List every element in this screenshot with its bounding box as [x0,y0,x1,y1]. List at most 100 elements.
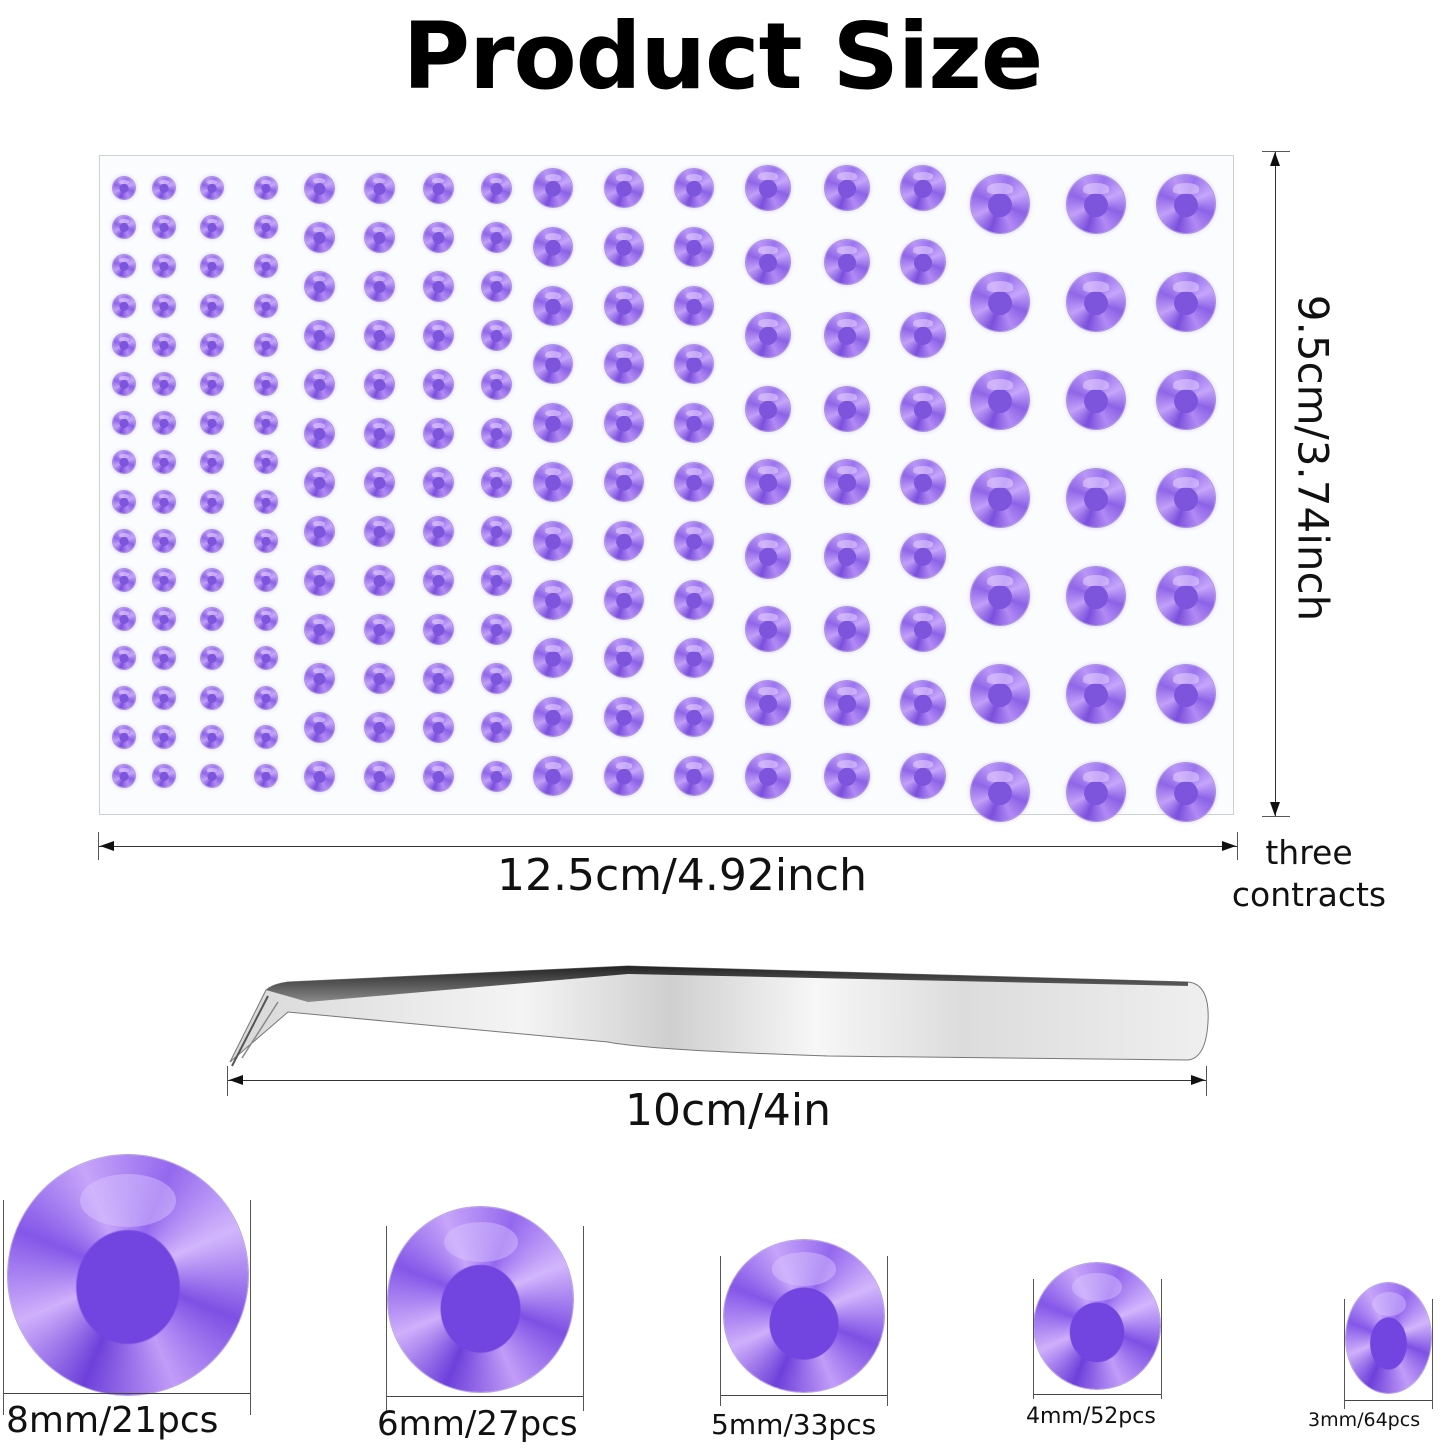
gem-4mm-icon [304,320,334,350]
gem-3mm-icon [201,569,223,591]
dim-line [1345,1400,1432,1401]
dim-tick [720,1256,721,1406]
gem-5mm-icon [534,463,572,501]
gem-5mm-icon [724,1240,884,1392]
gem-3mm-icon [113,765,135,787]
gem-5mm-icon [675,169,713,207]
gem-3mm-icon [201,490,223,513]
gem-3mm-icon [113,216,135,239]
gem-3mm-icon [201,177,223,199]
gem-4mm-icon [481,271,511,301]
gem-6mm-icon [825,680,869,725]
gem-4mm-icon [423,418,453,448]
gem-5mm-icon [675,404,713,443]
gem-3mm-icon [255,765,277,787]
gem-3mm-icon [255,647,277,670]
gem-3mm-icon [255,686,277,709]
gem-4mm-icon [364,320,394,350]
gem-5mm-icon [675,757,713,795]
gem-5mm-icon [675,463,713,501]
dim-tick [1161,1279,1162,1399]
gem-3mm-icon [153,569,175,591]
gem-4mm-icon [364,761,394,791]
gem-3mm-icon [153,255,175,278]
gem-4mm-icon [481,320,511,350]
gem-8mm-icon [971,567,1029,625]
gem-3mm-icon [201,451,223,474]
gem-8mm-icon [971,175,1029,233]
dim-line [4,1393,250,1394]
gem-3mm-icon [255,333,277,356]
gem-3mm-icon [113,412,135,435]
gem-4mm-icon [364,614,394,644]
gem-5mm-icon [605,639,643,678]
gem-4mm-icon [481,418,511,448]
arrow-left-icon [229,1075,243,1085]
gem-3mm-icon [201,725,223,748]
width-dim-right-tick [1237,832,1238,860]
gem-5mm-icon [605,580,643,619]
gem-8mm-icon [1067,665,1125,723]
gem-8mm-icon [971,273,1029,331]
gem-6mm-icon [901,386,945,431]
gem-5mm-icon [534,521,572,560]
gem-5mm-icon [605,169,643,207]
dim-tick [583,1226,584,1411]
gem-3mm-icon [255,451,277,474]
gem-6mm-icon [825,460,869,504]
gem-4mm-icon [304,663,334,693]
gem-3mm-icon [201,529,223,552]
gem-3mm-icon [153,216,175,239]
gem-3mm-icon [113,294,135,317]
gem-4mm-icon [481,614,511,644]
gem-6mm-icon [825,239,869,284]
gem-3mm-icon [201,333,223,356]
gem-4mm-icon [481,222,511,252]
gem-4mm-icon [423,614,453,644]
gem-4mm-icon [364,565,394,595]
gem-3mm-icon [255,373,277,395]
gem-8mm-icon [1067,175,1125,233]
dim-tick [1033,1279,1034,1399]
sheet-note-label: three contracts [1224,832,1394,916]
arrow-right-icon [1191,1075,1205,1085]
gem-8mm-icon [1067,469,1125,527]
gem-5mm-icon [605,286,643,325]
tweezers-length-label: 10cm/4in [625,1085,831,1136]
gem-3mm-icon [201,255,223,278]
gem-4mm-icon [304,614,334,644]
gem-3mm-icon [113,333,135,356]
gem-4mm-icon [304,271,334,301]
note-line-2: contracts [1231,875,1387,914]
gem-6mm-icon [388,1207,573,1392]
gem-8mm-icon [1157,175,1215,233]
gem-4mm-icon [304,761,334,791]
gem-4mm-icon [364,663,394,693]
gem-5mm-icon [605,404,643,443]
gem-5mm-icon [675,639,713,678]
gem-3mm-icon [153,686,175,709]
width-dim-line [99,846,1237,847]
arrow-left-icon [100,841,114,851]
gem-6mm-icon [825,313,869,357]
gem-3mm-icon [113,686,135,709]
gem-8mm-icon [1067,273,1125,331]
gem-4mm-icon [364,467,394,497]
gem-8mm-icon [971,371,1029,429]
gem-5mm-icon [605,463,643,501]
gem-3mm-icon [255,177,277,199]
gem-3mm-icon [113,529,135,552]
gem-8mm-icon [8,1155,248,1395]
gem-5mm-icon [534,580,572,619]
gem-3mm-icon [153,412,175,435]
gem-4mm-icon [304,418,334,448]
gem-3mm-icon [201,412,223,435]
gem-3mm-icon [153,647,175,670]
gem-4mm-icon [481,516,511,546]
gem-3mm-icon [201,647,223,670]
gem-5mm-icon [605,227,643,266]
tweezers-dim-right-tick [1206,1066,1207,1096]
dim-tick [386,1226,387,1411]
gem-3mm-icon [113,647,135,670]
gem-6mm-icon [901,607,945,651]
